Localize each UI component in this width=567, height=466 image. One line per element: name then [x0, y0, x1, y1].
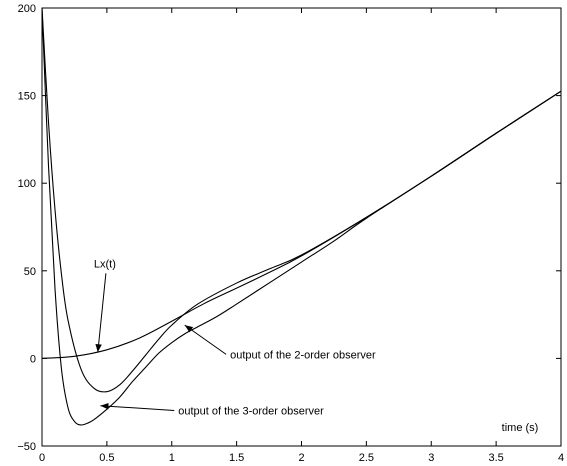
y-tick-label: 150 — [18, 91, 36, 103]
x-tick-label: 3 — [428, 452, 434, 464]
y-tick-label: 200 — [18, 3, 36, 15]
annotation-obs2: output of the 2-order observer — [230, 349, 376, 361]
y-tick-label: 100 — [18, 178, 36, 190]
x-tick-label: 1.5 — [229, 452, 244, 464]
plot-frame — [41, 7, 562, 447]
series-line-1 — [41, 7, 562, 393]
series-line-2 — [41, 7, 562, 426]
series-group — [41, 7, 562, 426]
x-tick-label: 1 — [169, 452, 175, 464]
annotation-arrow-head — [184, 325, 194, 333]
x-tick-label: 0.5 — [99, 452, 114, 464]
y-tick-label: 0 — [30, 353, 36, 365]
annotation-arrow-head — [100, 403, 109, 410]
x-tick-label: 4 — [558, 452, 564, 464]
x-tick-label: 0 — [39, 452, 45, 464]
y-axis: −50 0 50 100 150 200 — [17, 3, 561, 453]
annotation-obs3: output of the 3-order observer — [178, 405, 324, 417]
annotation-arrow-line — [100, 405, 175, 411]
x-tick-label: 3.5 — [488, 452, 503, 464]
series-line-0 — [41, 90, 562, 359]
x-tick-label: 2 — [298, 452, 304, 464]
annotation-arrow-head — [95, 343, 102, 353]
y-tick-label: 50 — [24, 266, 36, 278]
annotations-group: Lx(t) output of the 2-order observer outpu… — [94, 258, 376, 417]
x-axis-label: time (s) — [502, 422, 539, 434]
x-axis: 0 0.5 1 1.5 2 2.5 3 3.5 4 — [39, 8, 564, 464]
annotation-lx: Lx(t) — [94, 258, 116, 270]
annotation-arrow-line — [184, 324, 227, 355]
x-tick-label: 2.5 — [359, 452, 374, 464]
annotation-arrow-line — [97, 273, 107, 353]
y-tick-label: −50 — [17, 441, 36, 453]
